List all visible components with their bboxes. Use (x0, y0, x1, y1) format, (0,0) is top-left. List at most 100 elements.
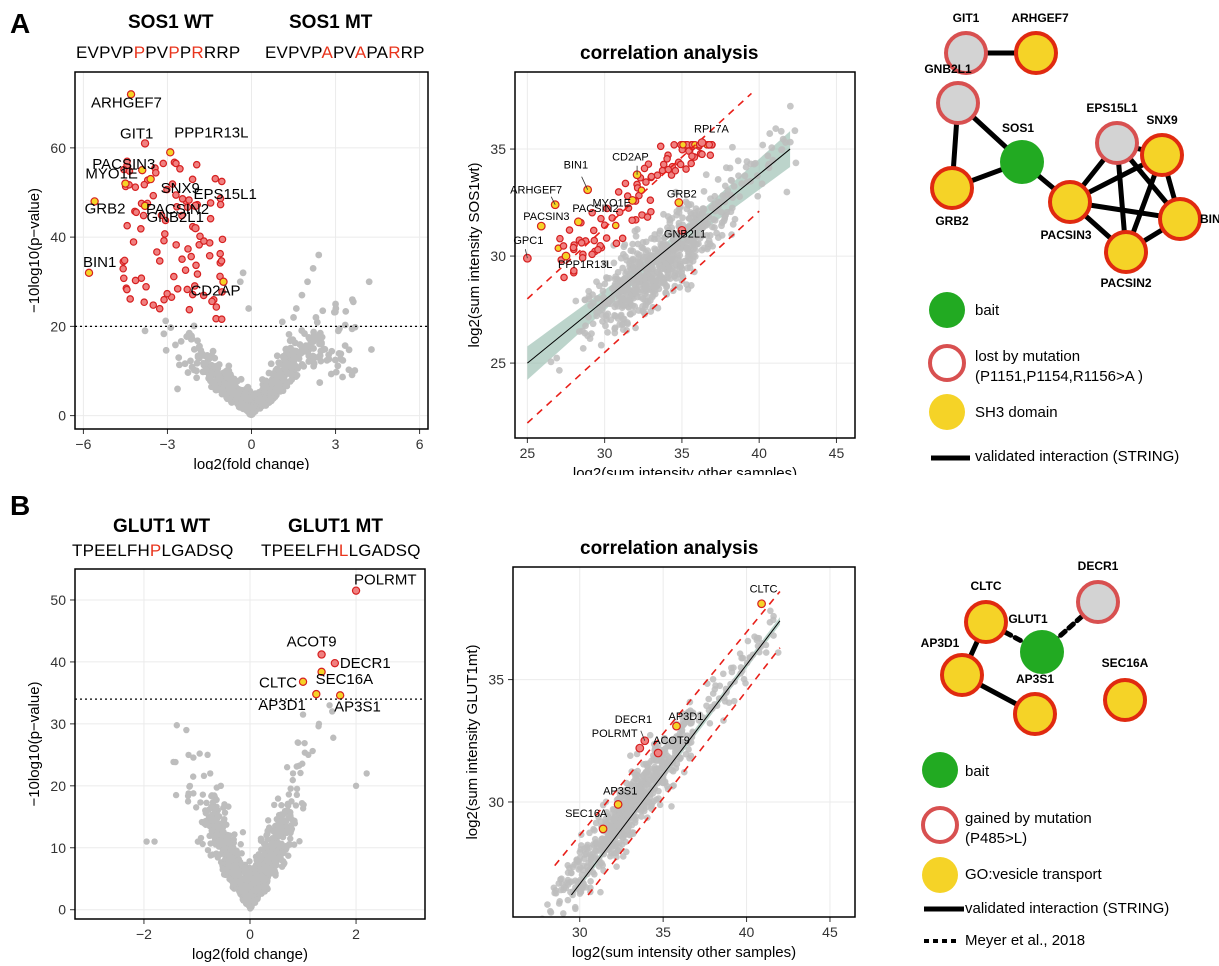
background-point (223, 834, 231, 841)
background-point (316, 340, 323, 348)
background-point (284, 802, 292, 809)
background-point (202, 366, 210, 373)
background-point (298, 291, 306, 299)
background-point (786, 138, 794, 146)
hit-point (187, 252, 195, 261)
background-point (744, 637, 752, 645)
background-point (738, 180, 746, 188)
background-point (620, 243, 628, 251)
mutated-residue: A (321, 43, 333, 62)
background-point (310, 362, 318, 370)
points (84, 90, 375, 419)
glut1-mt-title: GLUT1 MT (288, 516, 383, 537)
background-point (646, 731, 654, 739)
hit-point (199, 291, 208, 300)
background-point (245, 901, 252, 909)
background-point (697, 231, 704, 239)
background-point (680, 768, 688, 776)
background-point (656, 275, 663, 283)
label-sos1: SOS1 (1002, 121, 1034, 135)
background-point (175, 354, 183, 361)
background-point (664, 224, 671, 232)
background-point (206, 354, 214, 362)
background-point (245, 305, 253, 312)
hit-point (185, 196, 193, 204)
labeled-point (140, 201, 150, 211)
label-pacsin3: PACSIN3 (1040, 228, 1091, 242)
sequence-segment: TPEELFH (261, 541, 339, 560)
hit-point (577, 238, 586, 247)
background-point (648, 757, 655, 764)
background-point (271, 858, 279, 865)
a-interaction-network: GIT1 ARHGEF7 GNB2L1 SOS1 EPS15L1 SNX9 GR… (924, 11, 1219, 290)
background-point (287, 363, 294, 371)
background-point (310, 345, 317, 352)
background-point (287, 344, 295, 352)
y-tick-label: 40 (50, 229, 66, 245)
labeled-point (298, 677, 308, 686)
background-point (656, 227, 664, 235)
background-point (300, 362, 308, 370)
background-point (254, 880, 261, 887)
background-point (287, 785, 294, 792)
background-point (352, 782, 360, 790)
node-pacsin2 (1104, 230, 1148, 274)
labeled-point (573, 217, 583, 227)
hit-point (192, 160, 201, 169)
background-point (721, 215, 729, 222)
hit-point (123, 285, 131, 294)
background-point (740, 675, 748, 683)
y-tick-label: 0 (58, 902, 66, 918)
background-point (215, 376, 222, 384)
background-point (592, 819, 600, 827)
background-point (236, 278, 244, 286)
background-point (758, 180, 766, 188)
node-glut1 (1020, 630, 1064, 674)
background-point (684, 285, 692, 293)
background-point (563, 879, 570, 887)
background-point (655, 795, 662, 802)
hit-point (168, 180, 177, 188)
background-point (225, 362, 233, 370)
label-leader (581, 176, 588, 190)
background-point (579, 344, 587, 352)
background-point (766, 130, 774, 137)
background-point (190, 754, 197, 761)
sos1-wt-sequence: EVPVPPPVPPRRRP (76, 43, 240, 63)
background-point (288, 376, 296, 383)
background-point (730, 697, 738, 705)
background-point (585, 844, 593, 852)
labeled-point (219, 277, 228, 286)
background-point (263, 863, 270, 871)
background-point (243, 407, 251, 414)
background-point (589, 850, 596, 858)
x-tick-label: 3 (332, 436, 340, 452)
background-point (286, 337, 294, 345)
background-point (729, 220, 737, 228)
hit-point (676, 160, 685, 169)
background-point (167, 324, 175, 332)
sequence-segment: RP (400, 43, 425, 62)
trend-line (570, 620, 781, 896)
background-point (255, 857, 263, 864)
background-point (637, 806, 644, 813)
background-point (276, 843, 283, 850)
label-polrmt: POLRMT (592, 728, 638, 740)
background-point (177, 337, 185, 345)
background-point (612, 273, 620, 281)
labeled-point (628, 196, 637, 205)
hit-point (160, 236, 168, 245)
background-point (706, 720, 714, 727)
background-point (199, 840, 206, 848)
background-point (546, 930, 553, 937)
labeled-point (138, 165, 147, 175)
background-point (637, 293, 645, 301)
background-point (755, 634, 763, 642)
hit-point (216, 249, 224, 258)
background-point (616, 321, 624, 328)
background-point (558, 875, 565, 883)
labeled-point (672, 721, 681, 731)
node-gnb2l1 (936, 81, 980, 125)
sequence-segment: LGADSQ (161, 541, 234, 560)
